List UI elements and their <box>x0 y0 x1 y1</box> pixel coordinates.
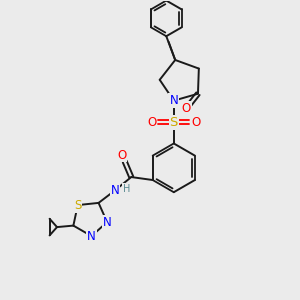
Text: O: O <box>182 102 191 115</box>
Text: N: N <box>103 216 112 229</box>
Text: S: S <box>74 199 81 212</box>
Text: N: N <box>110 184 119 197</box>
Text: O: O <box>191 116 200 129</box>
Text: N: N <box>87 230 96 243</box>
Text: S: S <box>169 116 178 129</box>
Text: N: N <box>169 94 178 107</box>
Text: O: O <box>147 116 156 129</box>
Text: H: H <box>122 184 130 194</box>
Text: O: O <box>117 148 126 162</box>
